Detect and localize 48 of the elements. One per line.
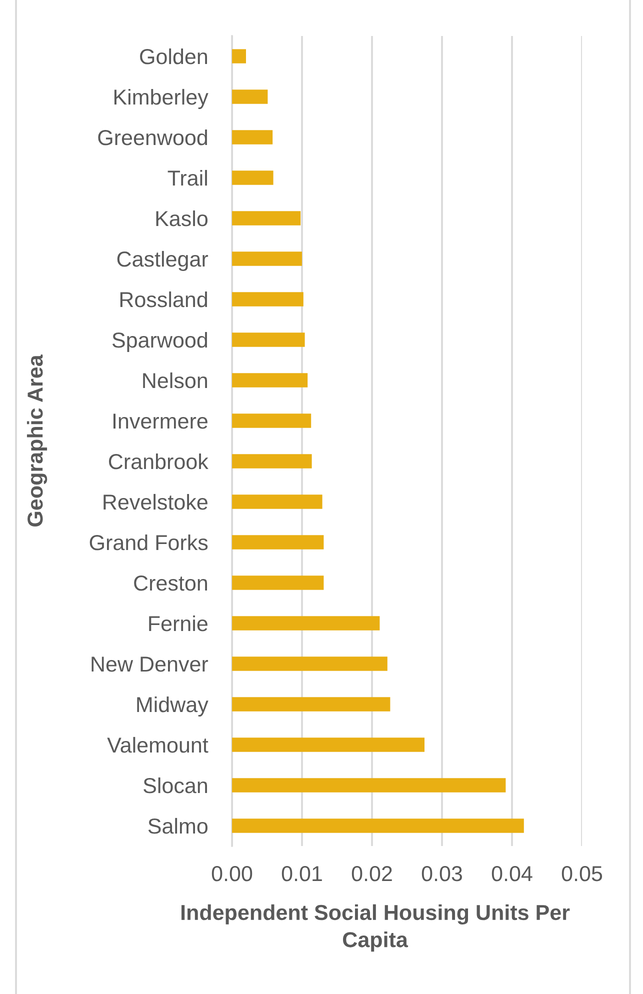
y-tick-label: New Denver: [92, 656, 208, 672]
y-tick-label: Castlegar: [117, 250, 208, 272]
y-tick-label: Cranbrook: [108, 453, 208, 470]
bar: [232, 818, 524, 833]
y-tick-label: Greenwood: [98, 129, 208, 146]
bar: [232, 373, 308, 388]
bar: [232, 211, 301, 226]
y-tick-label: Fernie: [149, 615, 208, 632]
y-tick-label: Creston: [134, 576, 207, 591]
bar: [232, 130, 273, 144]
bar: [232, 170, 274, 185]
bar: [232, 576, 324, 590]
y-axis-title: Geographic Area: [26, 354, 48, 526]
y-tick-label: Grand Forks: [90, 534, 208, 550]
x-axis-title: Independent Social Housing Units Per Capita: [181, 904, 570, 952]
bar: [232, 292, 304, 306]
y-tick-label: Invermere: [113, 414, 208, 429]
x-tick-label: 0.05: [562, 866, 602, 882]
bar: [232, 454, 312, 468]
bar: [232, 656, 388, 671]
y-tick-label: Kaslo: [156, 210, 208, 226]
y-tick-label: Revelstoke: [104, 494, 208, 510]
y-tick-label: Trail: [168, 170, 207, 186]
x-tick-label: 0.01: [282, 866, 322, 882]
bar: [232, 90, 268, 104]
bar: [232, 332, 305, 347]
bar: [232, 697, 390, 712]
bar: [232, 494, 322, 509]
bar: [232, 778, 506, 792]
y-tick-label: Nelson: [143, 372, 207, 388]
y-tick-label: Valemount: [107, 736, 208, 753]
x-tick-label: 0.02: [352, 866, 392, 882]
x-tick-label: 0.03: [422, 866, 462, 882]
y-tick-label: Sparwood: [112, 332, 208, 352]
y-tick-label: Golden: [140, 48, 207, 64]
bar: [232, 616, 380, 630]
y-tick-label: Midway: [137, 696, 208, 717]
y-tick-label: Rossland: [120, 291, 208, 308]
y-tick-label: Salmo: [148, 818, 208, 834]
bar: [232, 738, 424, 752]
y-tick-label: Slocan: [144, 777, 207, 794]
bar: [232, 49, 246, 64]
y-tick-label: Kimberley: [114, 88, 208, 110]
bar: [232, 252, 302, 266]
bar: [232, 535, 324, 550]
x-tick-label: 0.04: [492, 866, 532, 882]
x-tick-label: 0.00: [212, 866, 252, 882]
bar: [232, 414, 312, 428]
